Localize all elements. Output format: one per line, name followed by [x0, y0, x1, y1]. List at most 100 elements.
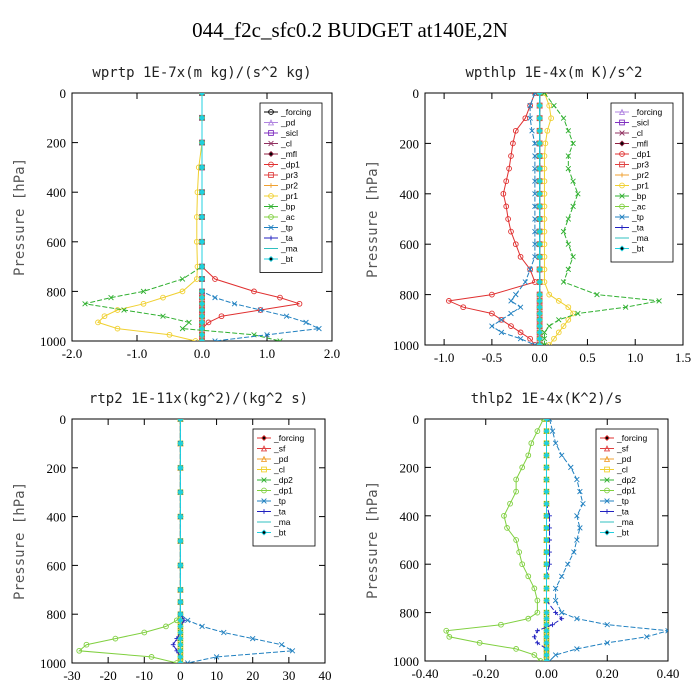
data-point: [560, 115, 567, 121]
data-point: [594, 291, 600, 298]
data-point: [543, 464, 550, 471]
data-point: [551, 335, 557, 342]
data-point: [525, 573, 532, 580]
legend: _forcing_pd_sicl_cl_mfl_dp1_pr3_pr2_pr1_…: [259, 102, 323, 273]
data-point: [543, 657, 550, 661]
y-tick-label: 600: [400, 237, 420, 252]
data-point: [570, 203, 576, 210]
series-group: [76, 419, 296, 663]
data-point: [543, 633, 550, 640]
y-tick-label: 1000: [40, 334, 66, 349]
data-point: [560, 279, 567, 285]
legend-label: _dp1: [273, 486, 293, 496]
y-axis-label: Pressure [hPa]: [12, 482, 28, 600]
data-point: [177, 653, 184, 660]
data-point: [177, 629, 184, 636]
data-point: [205, 319, 212, 326]
x-tick-label: 1.5: [675, 350, 691, 365]
data-point: [565, 241, 572, 247]
y-tick-label: 200: [400, 136, 420, 151]
data-point: [527, 266, 533, 273]
data-point: [527, 335, 533, 342]
data-point: [536, 323, 543, 330]
data-point: [536, 316, 543, 323]
data-point: [543, 651, 550, 658]
x-tick-label: -20: [99, 668, 116, 683]
legend-marker: [261, 509, 267, 514]
data-point: [508, 153, 514, 159]
legend-label: _tp: [631, 212, 644, 222]
data-point: [177, 513, 184, 520]
data-point: [498, 621, 504, 628]
data-point: [212, 338, 218, 341]
data-point: [543, 512, 550, 519]
y-tick-label: 600: [47, 558, 67, 573]
data-point: [503, 178, 510, 185]
legend-box: [259, 102, 323, 273]
data-point: [531, 652, 538, 658]
y-axis-label: Pressure [hPa]: [12, 158, 28, 276]
y-tick-label: 800: [47, 607, 67, 622]
data-point: [83, 641, 90, 648]
data-point: [519, 464, 526, 471]
data-point: [543, 573, 550, 580]
legend-marker: [268, 214, 274, 220]
x-tick-label: 0.20: [596, 666, 619, 681]
data-point: [543, 419, 550, 423]
data-point: [522, 115, 529, 122]
x-tick-label: 1.0: [259, 346, 275, 361]
legend-marker: [604, 487, 610, 494]
data-point: [517, 335, 524, 342]
data-point: [177, 598, 184, 606]
data-point: [556, 317, 562, 323]
legend-marker: [268, 140, 274, 147]
legend-label: _pr1: [631, 181, 649, 191]
data-point: [543, 452, 550, 459]
data-point: [537, 658, 544, 661]
data-point: [179, 288, 186, 295]
data-point: [532, 140, 538, 147]
legend-marker: [268, 193, 274, 199]
data-point: [95, 319, 101, 326]
legend-marker: [619, 130, 625, 136]
legend-label: _pd: [273, 454, 288, 464]
y-tick-label: 800: [47, 284, 67, 299]
data-point: [536, 152, 543, 160]
data-point: [560, 323, 567, 329]
data-point: [665, 628, 668, 634]
data-point: [198, 337, 206, 341]
data-point: [177, 419, 184, 422]
data-point: [543, 615, 550, 622]
data-point: [177, 647, 184, 654]
y-axis-label: Pressure [hPa]: [365, 160, 381, 278]
legend-marker: [619, 161, 625, 168]
data-point: [179, 325, 186, 332]
legend-label: _bt: [273, 528, 286, 538]
legend-label: _cl: [616, 465, 628, 475]
legend-marker: [267, 150, 275, 158]
data-point: [512, 127, 519, 134]
data-point: [212, 294, 218, 301]
data-point: [559, 616, 565, 622]
data-point: [558, 609, 565, 616]
data-point: [177, 617, 184, 624]
legend-marker: [268, 183, 274, 188]
x-tick-label: 30: [282, 668, 295, 683]
data-point: [289, 648, 296, 654]
data-point: [76, 647, 83, 654]
legend-marker: [261, 466, 267, 473]
legend-marker: [619, 172, 625, 178]
data-point: [148, 654, 155, 660]
legend-label: _cl: [280, 139, 292, 149]
data-point: [551, 102, 557, 109]
x-tick-label: 0.0: [194, 346, 210, 361]
data-point: [212, 276, 218, 282]
data-point: [198, 189, 206, 196]
data-point: [543, 621, 550, 628]
data-point: [443, 627, 450, 634]
data-point: [527, 102, 533, 109]
data-point: [114, 325, 121, 332]
x-tick-label: -1.0: [127, 346, 148, 361]
series-line-dp1: [77, 419, 181, 663]
data-point: [529, 128, 535, 134]
